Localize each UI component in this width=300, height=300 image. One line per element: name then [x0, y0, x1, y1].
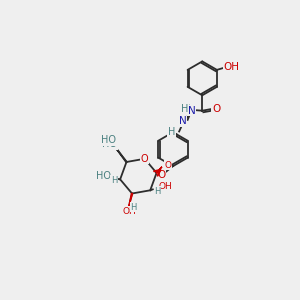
Text: HO: HO: [97, 171, 112, 181]
Text: OH: OH: [159, 182, 172, 191]
Polygon shape: [116, 148, 127, 162]
Text: OH: OH: [224, 62, 240, 72]
Text: H: H: [154, 187, 160, 196]
Text: HO: HO: [102, 139, 117, 149]
Polygon shape: [157, 167, 162, 173]
Text: H: H: [111, 176, 117, 184]
Text: H: H: [183, 104, 190, 114]
Text: HO: HO: [101, 135, 116, 146]
Text: N: N: [188, 106, 195, 116]
Text: O: O: [165, 161, 172, 170]
Text: N: N: [179, 116, 187, 127]
Text: H: H: [130, 203, 137, 212]
Text: O: O: [141, 154, 148, 164]
Text: O: O: [212, 104, 220, 114]
Text: H: H: [181, 104, 188, 114]
Polygon shape: [129, 194, 133, 206]
Text: OH: OH: [122, 207, 136, 216]
Text: O: O: [157, 169, 166, 180]
Text: H: H: [168, 127, 175, 137]
